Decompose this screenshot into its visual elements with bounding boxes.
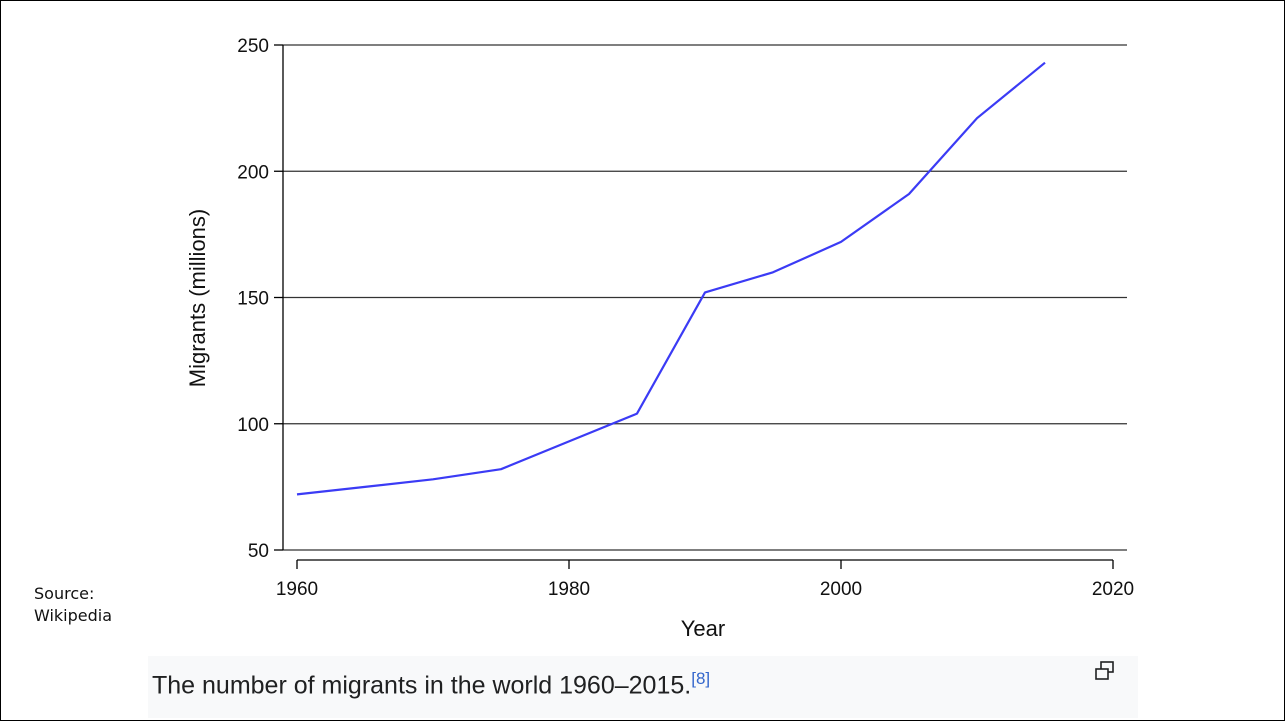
x-tick-label-1980: 1980 xyxy=(548,579,590,600)
x-tick-label-1960: 1960 xyxy=(276,579,318,600)
caption-text: The number of migrants in the world 1960… xyxy=(152,671,692,700)
enlarge-icon[interactable] xyxy=(1094,660,1116,682)
axes xyxy=(274,44,1114,569)
source-name: Wikipedia xyxy=(34,606,113,625)
caption-bar xyxy=(148,656,1138,718)
tick-labels: 50 100 150 200 250 1960 1980 2000 2020 xyxy=(237,36,1134,600)
y-tick-label-150: 150 xyxy=(237,289,269,310)
source-note: Source: Wikipedia xyxy=(34,583,112,627)
y-tick-label-50: 50 xyxy=(248,541,269,562)
x-tick-label-2000: 2000 xyxy=(820,579,862,600)
series-layer xyxy=(296,61,1046,496)
gridlines xyxy=(283,44,1127,551)
figure-caption: The number of migrants in the world 1960… xyxy=(152,669,710,700)
series-line-0 xyxy=(296,61,1046,496)
y-tick-label-250: 250 xyxy=(237,36,269,57)
citation-link[interactable]: [8] xyxy=(691,669,711,688)
x-axis-label: Year xyxy=(681,616,725,641)
y-tick-label-100: 100 xyxy=(237,415,269,436)
citation-superscript: [8] xyxy=(691,669,710,688)
y-tick-label-200: 200 xyxy=(237,162,269,183)
y-axis-label: Migrants (millions) xyxy=(185,209,210,387)
x-tick-label-2020: 2020 xyxy=(1092,579,1134,600)
migrants-line-chart: 50 100 150 200 250 1960 1980 2000 2020 Year Migr… xyxy=(185,36,1134,641)
source-label: Source: xyxy=(34,584,95,603)
